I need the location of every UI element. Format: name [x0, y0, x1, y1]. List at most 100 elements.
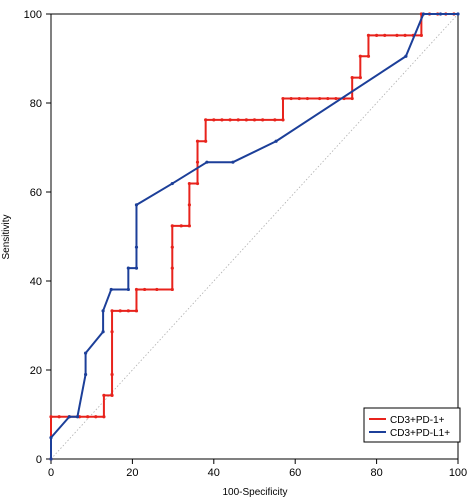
data-point-cd3-pd-1-20 — [170, 266, 174, 270]
data-point-cd3-pd-1-27 — [195, 181, 200, 186]
data-point-cd3-pd-1-57 — [395, 33, 399, 37]
data-point-cd3-pd-1-40 — [281, 118, 285, 122]
data-point-cd3-pd-1-49 — [350, 96, 354, 101]
data-point-cd3-pd-l1-20 — [438, 12, 443, 16]
data-point-cd3-pd-l1-17 — [274, 139, 278, 143]
data-point-cd3-pd-l1-18 — [404, 54, 408, 58]
data-point-cd3-pd-1-56 — [383, 33, 387, 37]
data-point-cd3-pd-1-8 — [102, 393, 106, 397]
data-point-cd3-pd-l1-13 — [134, 203, 139, 207]
data-point-cd3-pd-1-10 — [110, 372, 114, 377]
data-point-cd3-pd-1-42 — [289, 96, 293, 101]
data-point-cd3-pd-1-45 — [318, 96, 322, 101]
data-point-cd3-pd-1-32 — [212, 118, 216, 122]
data-point-cd3-pd-l1-14 — [170, 181, 174, 186]
data-point-cd3-pd-1-21 — [170, 245, 174, 249]
data-point-cd3-pd-l1-19 — [421, 12, 426, 16]
plot-frame — [50, 13, 459, 460]
data-point-cd3-pd-l1-12 — [134, 245, 139, 249]
x-tick-label-20: 20 — [126, 467, 138, 479]
data-point-cd3-pd-1-16 — [134, 287, 139, 292]
data-point-cd3-pd-1-13 — [118, 309, 122, 313]
y-tick-label-0: 0 — [36, 454, 42, 466]
data-point-cd3-pd-1-2 — [57, 415, 61, 419]
x-tick-label-0: 0 — [48, 467, 54, 479]
data-point-cd3-pd-1-51 — [358, 76, 362, 80]
data-point-cd3-pd-1-17 — [143, 287, 147, 292]
data-point-cd3-pd-1-7 — [102, 415, 106, 419]
data-point-cd3-pd-1-33 — [220, 118, 224, 122]
data-point-cd3-pd-l1-10 — [126, 266, 130, 270]
data-point-cd3-pd-l1-7 — [101, 309, 105, 313]
data-point-cd3-pd-1-39 — [273, 118, 277, 122]
data-point-cd3-pd-1-47 — [334, 96, 338, 101]
plot-area: 0 20 40 60 80 100 0 20 40 60 80 100 — [24, 9, 468, 479]
data-point-cd3-pd-1-19 — [170, 287, 174, 292]
data-point-cd3-pd-l1-4 — [83, 372, 88, 377]
x-tick-label-60: 60 — [289, 467, 301, 479]
data-point-cd3-pd-1-41 — [281, 96, 285, 101]
data-point-cd3-pd-1-50 — [350, 76, 354, 80]
data-point-cd3-pd-1-14 — [126, 309, 130, 313]
data-point-cd3-pd-l1-5 — [83, 351, 88, 355]
data-point-cd3-pd-l1-8 — [109, 287, 113, 292]
data-point-cd3-pd-1-44 — [305, 96, 310, 101]
data-point-cd3-pd-l1-3 — [75, 415, 80, 419]
x-tick-label-40: 40 — [208, 467, 220, 479]
data-point-cd3-pd-1-55 — [375, 33, 379, 37]
data-point-cd3-pd-1-9 — [110, 393, 114, 397]
data-point-cd3-pd-1-29 — [195, 139, 200, 143]
data-point-cd3-pd-1-30 — [204, 139, 208, 143]
data-point-cd3-pd-1-38 — [261, 118, 265, 122]
data-point-cd3-pd-l1-0 — [49, 457, 53, 461]
y-tick-label-100: 100 — [24, 9, 42, 21]
y-axis-title: Sensitivity — [1, 214, 12, 259]
data-point-cd3-pd-1-58 — [403, 33, 407, 37]
data-point-cd3-pd-l1-2 — [67, 415, 71, 419]
data-point-cd3-pd-l1-6 — [101, 330, 105, 334]
data-point-cd3-pd-l1-1 — [49, 436, 53, 440]
data-point-cd3-pd-1-23 — [179, 224, 183, 228]
x-axis-title: 100-Specificity — [222, 487, 287, 498]
data-point-cd3-pd-1-25 — [187, 203, 191, 207]
data-point-cd3-pd-1-46 — [326, 96, 330, 101]
data-point-cd3-pd-1-26 — [187, 181, 191, 186]
data-point-cd3-pd-1-54 — [366, 33, 371, 37]
data-point-cd3-pd-l1-21 — [456, 12, 460, 16]
data-point-cd3-pd-1-11 — [110, 330, 114, 334]
data-point-cd3-pd-1-28 — [195, 160, 200, 164]
y-tick-label-60: 60 — [30, 187, 42, 199]
legend-box — [363, 407, 461, 443]
data-point-cd3-pd-1-6 — [94, 415, 98, 419]
series-line-cd3-pd-1 — [50, 13, 455, 460]
data-point-cd3-pd-1-53 — [366, 54, 371, 58]
data-point-cd3-pd-1-31 — [204, 118, 208, 122]
data-point-cd3-pd-1-15 — [134, 309, 139, 313]
data-point-cd3-pd-1-60 — [419, 33, 423, 37]
y-tick-label-40: 40 — [30, 276, 42, 288]
x-tick-label-80: 80 — [370, 467, 382, 479]
data-point-cd3-pd-1-34 — [228, 118, 232, 122]
data-point-cd3-pd-l1-9 — [126, 287, 130, 292]
reference-diagonal — [50, 13, 459, 460]
data-point-cd3-pd-1-22 — [170, 224, 174, 228]
data-point-cd3-pd-l1-16 — [231, 160, 235, 164]
y-tick-label-80: 80 — [30, 98, 42, 110]
data-point-cd3-pd-1-24 — [187, 224, 191, 228]
series-line-cd3-pd-l1 — [50, 13, 459, 460]
y-tick-label-20: 20 — [30, 365, 42, 377]
legend-label-cd3-pd1: CD3+PD-1+ — [390, 415, 445, 426]
data-point-cd3-pd-1-35 — [236, 118, 240, 122]
data-point-cd3-pd-1-12 — [110, 309, 114, 313]
data-point-cd3-pd-1-1 — [49, 415, 53, 419]
legend-label-cd3-pdl1: CD3+PD-L1+ — [390, 428, 450, 439]
data-point-cd3-pd-1-18 — [155, 287, 159, 292]
data-point-cd3-pd-1-36 — [244, 118, 248, 122]
data-point-cd3-pd-1-43 — [297, 96, 301, 101]
data-point-cd3-pd-l1-15 — [205, 160, 209, 164]
x-tick-label-100: 100 — [449, 467, 467, 479]
data-point-cd3-pd-1-5 — [86, 415, 90, 419]
legend: CD3+PD-1+ CD3+PD-L1+ — [363, 407, 461, 443]
data-point-cd3-pd-1-52 — [358, 54, 362, 58]
